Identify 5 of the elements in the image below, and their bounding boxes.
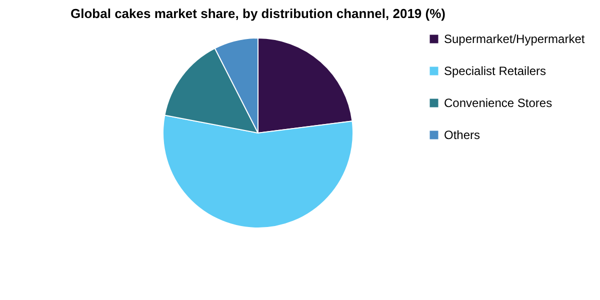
legend-label: Others [444, 128, 480, 142]
legend-label: Specialist Retailers [444, 64, 546, 78]
legend-label: Supermarket/Hypermarket [444, 32, 586, 46]
legend-label: Convenience Stores [444, 96, 552, 110]
chart-title: Global cakes market share, by distribution channel, 2019 (%) [70, 6, 446, 21]
